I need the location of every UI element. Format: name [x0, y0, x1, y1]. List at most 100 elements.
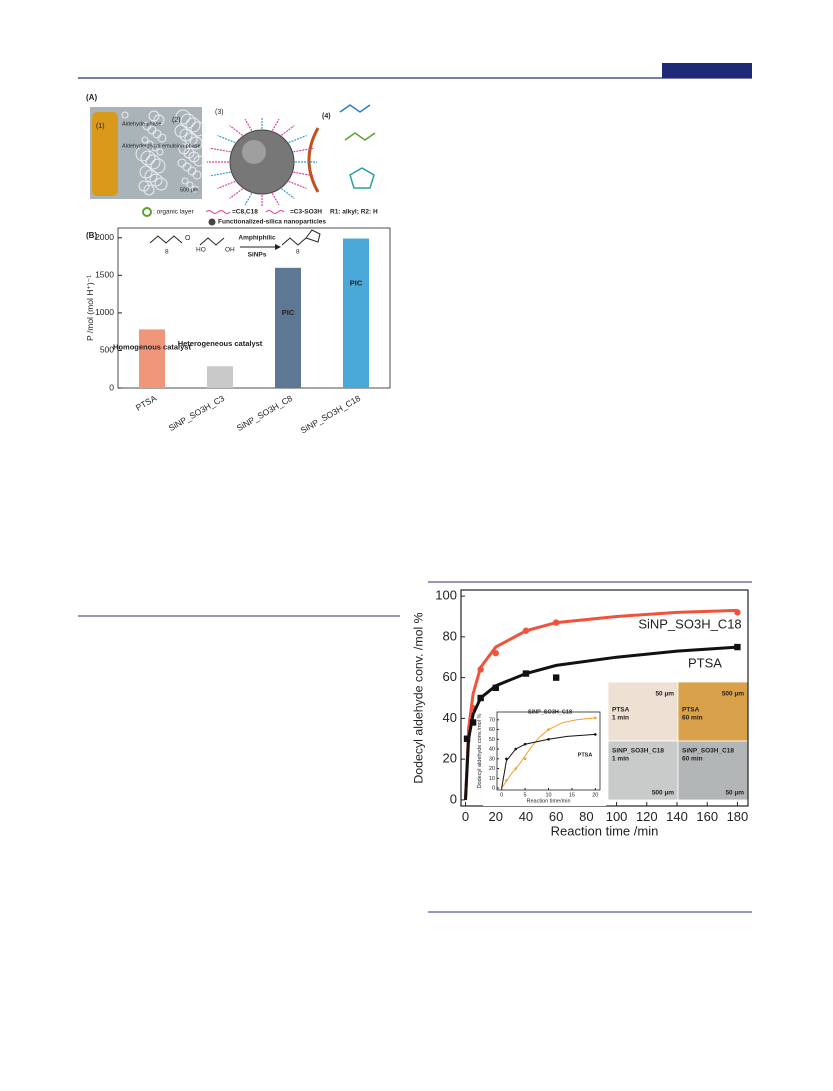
bubble	[151, 144, 159, 152]
bubble	[150, 158, 166, 174]
point	[522, 670, 530, 677]
chain	[244, 118, 253, 131]
molecule	[339, 104, 371, 113]
bubble	[191, 185, 199, 193]
bar-annotation: PIC	[350, 279, 363, 288]
label: 60 min	[682, 756, 703, 763]
x-tick-label: 20	[592, 792, 598, 798]
y-tick-label: 40	[489, 747, 495, 753]
label: 1 min	[612, 715, 629, 722]
x-tick-label: 140	[666, 809, 688, 824]
bar	[207, 366, 233, 388]
bubble	[174, 124, 188, 138]
arrow	[307, 127, 320, 193]
y-tick-label: 0	[109, 382, 114, 392]
bubble	[149, 173, 163, 187]
y-tick-label: 30	[489, 756, 495, 762]
y-tick-label: 60	[489, 727, 495, 733]
label: 50 µm	[655, 691, 674, 698]
point	[492, 684, 499, 692]
chain	[217, 180, 236, 190]
micrograph	[677, 740, 749, 801]
bar-annotation: Homogenous catalyst	[113, 342, 191, 351]
label: (2)	[172, 117, 181, 124]
legend-symbol	[208, 218, 216, 226]
x-tick-label: 40	[519, 809, 533, 824]
label: (3)	[215, 109, 224, 116]
y-tick-label: 40	[443, 710, 457, 725]
label: O	[185, 235, 191, 242]
point	[523, 757, 527, 761]
chain	[244, 193, 253, 206]
bubble	[139, 165, 153, 179]
x-tick-label: 80	[579, 809, 593, 824]
bubble	[148, 110, 160, 122]
plot-frame	[117, 227, 391, 389]
fit-line	[464, 608, 738, 800]
point	[734, 643, 741, 651]
x-axis-label: Reaction time /min	[551, 823, 659, 838]
fit-line	[501, 717, 596, 789]
bar-annotation: Heterogeneous catalyst	[178, 339, 263, 348]
x-axis-label: Reaction time/min	[526, 798, 570, 804]
chain	[293, 171, 315, 177]
y-tick-label: 100	[435, 588, 457, 603]
y-tick-label: 80	[443, 628, 457, 643]
label: (4)	[322, 113, 331, 120]
label: 1 min	[612, 756, 629, 763]
y-tick-label: 500	[100, 345, 114, 355]
bubble	[121, 111, 129, 119]
x-tick-label: SiNP_SO3H_C18	[299, 393, 363, 436]
bubble	[181, 177, 189, 185]
y-tick-label: 10	[489, 776, 495, 782]
label: PTSA	[682, 707, 700, 714]
bubble	[138, 180, 150, 192]
molecule	[305, 229, 321, 243]
x-tick-label: SiNP_SO3H_C3	[167, 393, 227, 433]
molecule	[349, 167, 375, 189]
series-label: PTSA	[578, 752, 593, 758]
label: R1: alkyl; R2: H	[330, 209, 378, 216]
chain	[281, 125, 295, 136]
y-tick-label: 0	[450, 791, 457, 806]
molecule	[199, 237, 225, 246]
point	[523, 742, 527, 746]
label: OH	[225, 247, 235, 254]
bubble	[146, 140, 154, 148]
bubble	[177, 158, 187, 168]
chain	[217, 134, 236, 144]
chain	[209, 171, 231, 177]
bubble	[140, 150, 156, 166]
label: SiNP_SO3H_C18	[612, 748, 664, 755]
label: (A)	[86, 93, 97, 102]
chain	[288, 134, 307, 144]
chain	[229, 188, 243, 199]
point	[514, 767, 518, 770]
y-axis-label: Dodecyl aldehyde conv./mol %	[477, 713, 483, 788]
label: 8	[296, 249, 300, 256]
micrograph	[607, 681, 679, 742]
label: 500 µm	[180, 187, 199, 193]
label: : organic layer	[153, 209, 195, 216]
label: Aldehyde/glycol emulsion phase	[122, 143, 201, 149]
point	[505, 757, 508, 761]
label: 500 µm	[722, 691, 744, 698]
x-tick-label: SiNP_SO3H_C8	[235, 393, 295, 433]
nanoparticle	[229, 129, 295, 195]
bubble	[184, 132, 198, 146]
point	[477, 694, 484, 702]
series-label: SiNP_SO3H_C18	[528, 709, 572, 715]
label: SiNP_SO3H_C18	[682, 748, 734, 755]
x-tick-label: 10	[545, 792, 551, 798]
bubble	[179, 128, 193, 142]
x-tick-label: 180	[727, 809, 749, 824]
x-tick-label: 60	[549, 809, 563, 824]
bubble	[189, 136, 203, 150]
bubble	[154, 177, 168, 191]
vial	[92, 112, 118, 196]
chain	[281, 188, 295, 199]
label: 60 min	[682, 715, 703, 722]
point	[522, 627, 530, 634]
chain	[271, 118, 280, 131]
label: 8	[165, 249, 169, 256]
